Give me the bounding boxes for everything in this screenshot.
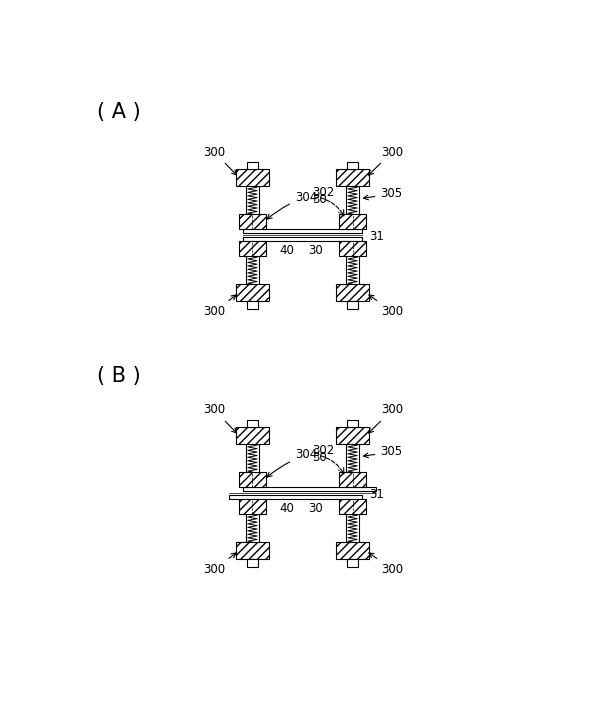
Bar [347,162,358,169]
Bar [247,420,258,428]
Text: 300: 300 [203,295,236,318]
Bar [239,241,267,257]
Bar [247,301,258,308]
Bar [247,162,258,169]
Bar [229,495,362,499]
Text: 300: 300 [203,403,236,433]
Bar [339,499,366,514]
Bar [339,241,366,257]
Bar [336,169,369,186]
Text: 300: 300 [369,403,403,433]
Bar [339,214,366,230]
Bar [235,284,269,301]
Bar [239,472,267,487]
Text: 304: 304 [267,191,317,219]
Bar [336,284,369,301]
Text: 304: 304 [267,449,317,477]
Text: ( A ): ( A ) [97,102,141,122]
Text: 30: 30 [309,245,323,257]
Bar [347,301,358,308]
Text: 30: 30 [311,450,326,464]
Bar [243,487,376,491]
Text: 40: 40 [280,503,294,515]
Bar [239,499,267,514]
Text: ( B ): ( B ) [97,366,141,386]
Text: 30: 30 [309,503,323,515]
Bar [336,542,369,559]
Text: 300: 300 [369,145,403,175]
Text: 31: 31 [369,489,384,501]
Text: 300: 300 [203,553,236,576]
Text: 302: 302 [311,186,334,199]
Text: 300: 300 [203,145,236,175]
Bar [235,542,269,559]
Bar [347,559,358,566]
Text: 305: 305 [363,445,402,459]
Bar [235,428,269,445]
Text: 302: 302 [311,445,334,457]
Text: 300: 300 [369,295,403,318]
Text: 40: 40 [280,245,294,257]
Text: 305: 305 [363,187,402,201]
Text: 30: 30 [311,193,326,206]
Bar [339,472,366,487]
Bar [239,214,267,230]
Text: 31: 31 [369,230,384,243]
Bar [247,559,258,566]
Bar [336,428,369,445]
Text: 300: 300 [369,553,403,576]
Bar [243,230,362,233]
Bar [235,169,269,186]
Bar [347,420,358,428]
Bar [243,237,362,241]
